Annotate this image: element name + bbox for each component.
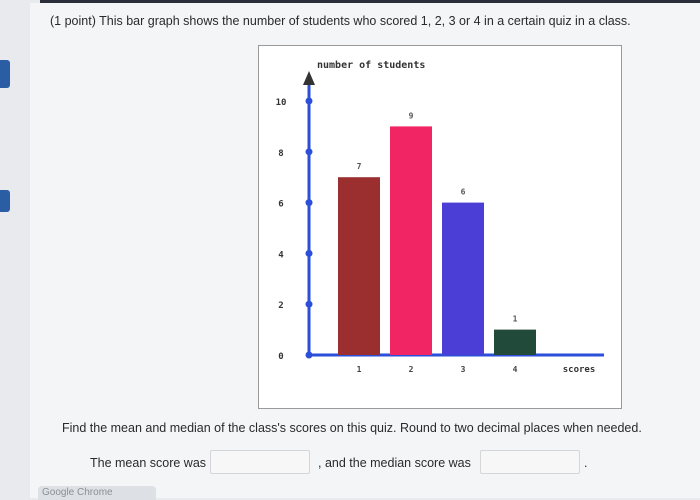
median-label: , and the median score was xyxy=(318,456,471,470)
mean-label: The mean score was xyxy=(90,456,207,470)
x-tick-label: 1 xyxy=(357,365,362,374)
y-tick-mark xyxy=(305,249,313,257)
x-tick-label: 3 xyxy=(461,365,466,374)
y-tick-label: 2 xyxy=(278,301,283,311)
y-tick-mark xyxy=(305,148,313,156)
question-body: This bar graph shows the number of stude… xyxy=(99,14,631,28)
x-tick-label: 2 xyxy=(409,365,414,374)
question-text: (1 point) This bar graph shows the numbe… xyxy=(50,14,690,28)
y-tick-mark xyxy=(305,300,313,308)
x-axis-title: scores xyxy=(563,365,596,375)
app-label: Google Chrome xyxy=(38,486,156,500)
bar-value-label: 9 xyxy=(409,111,414,120)
y-tick-label: 4 xyxy=(278,250,284,260)
y-tick-label: 6 xyxy=(278,200,283,210)
bar xyxy=(442,202,484,355)
answer-row: The mean score was , and the median scor… xyxy=(0,450,700,476)
y-axis-title: number of students xyxy=(317,60,425,71)
question-points: (1 point) xyxy=(50,14,96,28)
y-tick-mark xyxy=(305,351,313,359)
bar-chart: number of students 0 2 4 6 8 10 7 1 9 2 6 3 1 4 scores xyxy=(258,45,622,409)
bar-chart-svg: number of students 0 2 4 6 8 10 7 1 9 2 6 3 1 4 scores xyxy=(276,60,604,375)
side-tab[interactable] xyxy=(0,60,10,88)
top-bar xyxy=(40,0,700,3)
y-tick-label: 10 xyxy=(276,98,287,108)
y-tick-mark xyxy=(305,199,313,207)
bar-value-label: 7 xyxy=(357,162,362,171)
median-input[interactable] xyxy=(480,450,580,474)
y-axis-arrow xyxy=(303,71,315,85)
bar xyxy=(390,126,432,356)
side-tab[interactable] xyxy=(0,190,10,212)
y-tick-label: 8 xyxy=(278,149,283,159)
bar xyxy=(494,329,536,355)
x-tick-label: 4 xyxy=(513,365,518,374)
mean-input[interactable] xyxy=(210,450,310,474)
sentence-end: . xyxy=(584,456,588,470)
y-tick-label: 0 xyxy=(278,352,283,362)
bar-value-label: 1 xyxy=(513,315,518,324)
bar xyxy=(338,177,380,355)
bar-value-label: 6 xyxy=(461,188,466,197)
y-tick-mark xyxy=(305,97,313,105)
question-prompt: Find the mean and median of the class's … xyxy=(62,421,642,435)
